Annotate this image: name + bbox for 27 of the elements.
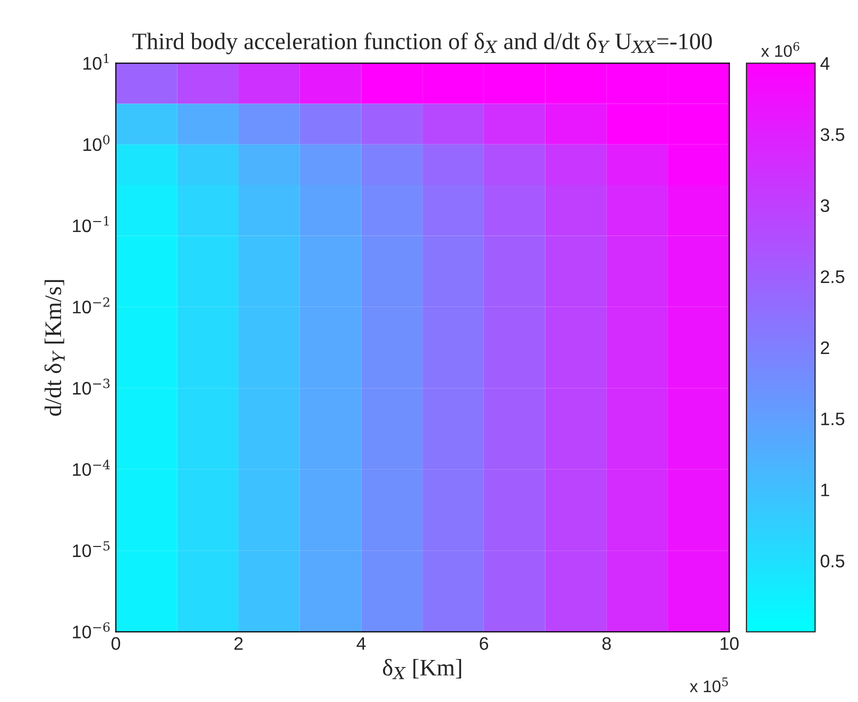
y-axis-title: d/dt δ$_{Y}$ [Km/s] (44, 280, 65, 416)
color-bar-label: 0.5 (820, 554, 844, 568)
color-bar-label: 4 (820, 57, 830, 70)
color-bar-label: 2.5 (820, 270, 844, 284)
y-tick-label: 10$^{−5}$ (72, 541, 110, 558)
color-bar-label: 2 (820, 341, 830, 354)
color-bar-label: 1 (821, 484, 830, 496)
x-tick-label: 6 (480, 637, 488, 650)
y-tick-label: 10$^{1}$ (83, 54, 109, 70)
color-bar-label: 3.5 (820, 128, 844, 141)
y-tick-label: 10$^{−6}$ (72, 622, 110, 638)
color-bar-label: 3 (820, 199, 830, 212)
color-bar-title: x 10$^{6}$ (761, 42, 800, 57)
x-axis-title: δ$_{X}$ [Km] (382, 658, 462, 680)
y-tick-label: 10$^{−3}$ (72, 378, 110, 395)
x-tick-label: 4 (356, 637, 366, 650)
y-tick-label: 10$^{−4}$ (72, 460, 110, 476)
x-tick-label: 10 (720, 637, 739, 650)
chart-title: Third body acceleration function of δ$_{X}$ and d/dt δ$_{Y}$ U$_{XX}$=-100 (132, 32, 712, 54)
y-tick-label: 10$^{−2}$ (72, 297, 110, 314)
y-tick-label: 10$^{−1}$ (72, 216, 109, 232)
y-tick-label: 10$^{0}$ (83, 134, 110, 152)
x-tick-label: 2 (234, 637, 243, 650)
color-bar-label: 1.5 (821, 412, 844, 426)
x-tick-label: 8 (602, 637, 611, 650)
x-tick-label: 0 (112, 637, 120, 650)
text: x 10$^{5}$ (690, 678, 728, 692)
